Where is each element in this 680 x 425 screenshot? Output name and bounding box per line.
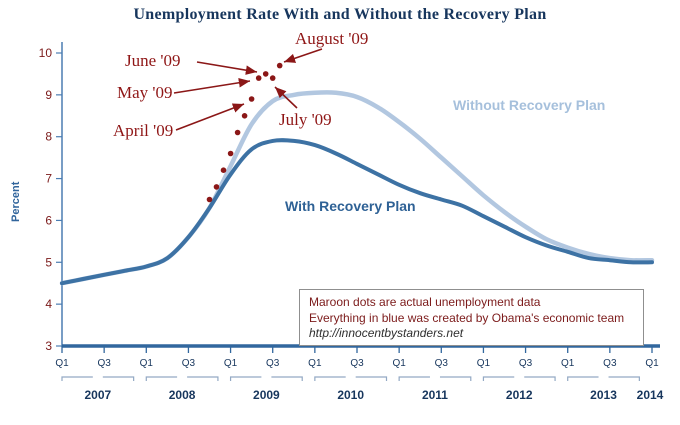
actual-data-dot xyxy=(206,196,213,203)
year-label: 2012 xyxy=(506,388,533,402)
year-bracket xyxy=(314,376,388,381)
year-label: 2011 xyxy=(422,388,448,402)
annotation-label: June '09 xyxy=(125,51,181,70)
x-tick-label: Q3 xyxy=(350,358,364,369)
series-label-with-plan: With Recovery Plan xyxy=(285,198,416,214)
year-label: 2009 xyxy=(253,388,280,402)
actual-data-dot xyxy=(213,184,220,190)
annotation-label: August '09 xyxy=(295,29,369,48)
x-tick-label: Q3 xyxy=(97,358,111,369)
y-tick-label: 10 xyxy=(39,46,53,60)
actual-data-dot xyxy=(227,150,234,157)
y-tick-label: 3 xyxy=(45,339,52,353)
x-tick-label: Q1 xyxy=(308,358,322,369)
notes-line-2: Everything in blue was created by Obama'… xyxy=(309,310,625,325)
y-tick-label: 4 xyxy=(45,297,52,311)
x-tick-label: Q1 xyxy=(392,358,406,369)
x-tick-label: Q1 xyxy=(477,358,491,369)
x-tick-label: Q1 xyxy=(224,358,238,369)
chart-title: Unemployment Rate With and Without the R… xyxy=(133,6,547,23)
actual-data-dot xyxy=(255,75,262,81)
year-bracket xyxy=(61,376,135,381)
actual-data-dot xyxy=(276,62,283,69)
annotation-label: May '09 xyxy=(117,83,173,102)
actual-data-dot xyxy=(269,75,276,81)
notes-line-1: Maroon dots are actual unemployment data xyxy=(309,295,541,309)
year-bracket xyxy=(482,376,556,381)
notes-box: Maroon dots are actual unemployment data… xyxy=(299,289,644,346)
year-label: 2008 xyxy=(169,388,196,402)
x-tick-label: Q3 xyxy=(519,358,533,369)
annotation-arrow xyxy=(196,61,258,75)
year-bracket xyxy=(229,376,303,381)
year-bracket xyxy=(398,376,472,381)
year-label: 2013 xyxy=(590,388,617,402)
actual-data-dot xyxy=(220,167,227,173)
annotation-arrow xyxy=(283,48,323,63)
year-label: 2014 xyxy=(637,388,664,402)
annotation-label: July '09 xyxy=(279,110,332,129)
x-tick-label: Q3 xyxy=(266,358,280,369)
actual-data-dot xyxy=(248,96,255,102)
year-bracket xyxy=(567,376,640,381)
x-tick-label: Q1 xyxy=(561,358,575,369)
x-tick-label: Q1 xyxy=(55,358,69,369)
actual-data-dot xyxy=(262,71,269,77)
actual-data-dot xyxy=(234,129,241,136)
annotation-arrow xyxy=(173,78,251,94)
x-tick-label: Q3 xyxy=(182,358,196,369)
notes-url: http://innocentbystanders.net xyxy=(309,326,464,340)
annotation-label: April '09 xyxy=(113,121,174,140)
year-label: 2007 xyxy=(84,388,111,402)
actual-data-dot xyxy=(241,113,248,119)
year-label: 2010 xyxy=(337,388,364,402)
x-tick-label: Q1 xyxy=(140,358,154,369)
y-tick-label: 7 xyxy=(45,172,52,186)
with-recovery-plan-line xyxy=(60,138,654,286)
y-tick-label: 8 xyxy=(45,130,52,144)
y-tick-label: 9 xyxy=(45,88,52,102)
annotation-arrow xyxy=(175,103,245,131)
y-tick-label: 5 xyxy=(45,255,52,269)
y-tick-label: 6 xyxy=(45,213,52,227)
x-tick-label: Q3 xyxy=(435,358,449,369)
series-label-without-plan: Without Recovery Plan xyxy=(453,97,606,113)
x-tick-label: Q3 xyxy=(603,358,617,369)
annotation-arrow xyxy=(274,86,298,109)
x-tick-label: Q1 xyxy=(645,358,659,369)
year-bracket xyxy=(145,376,219,381)
